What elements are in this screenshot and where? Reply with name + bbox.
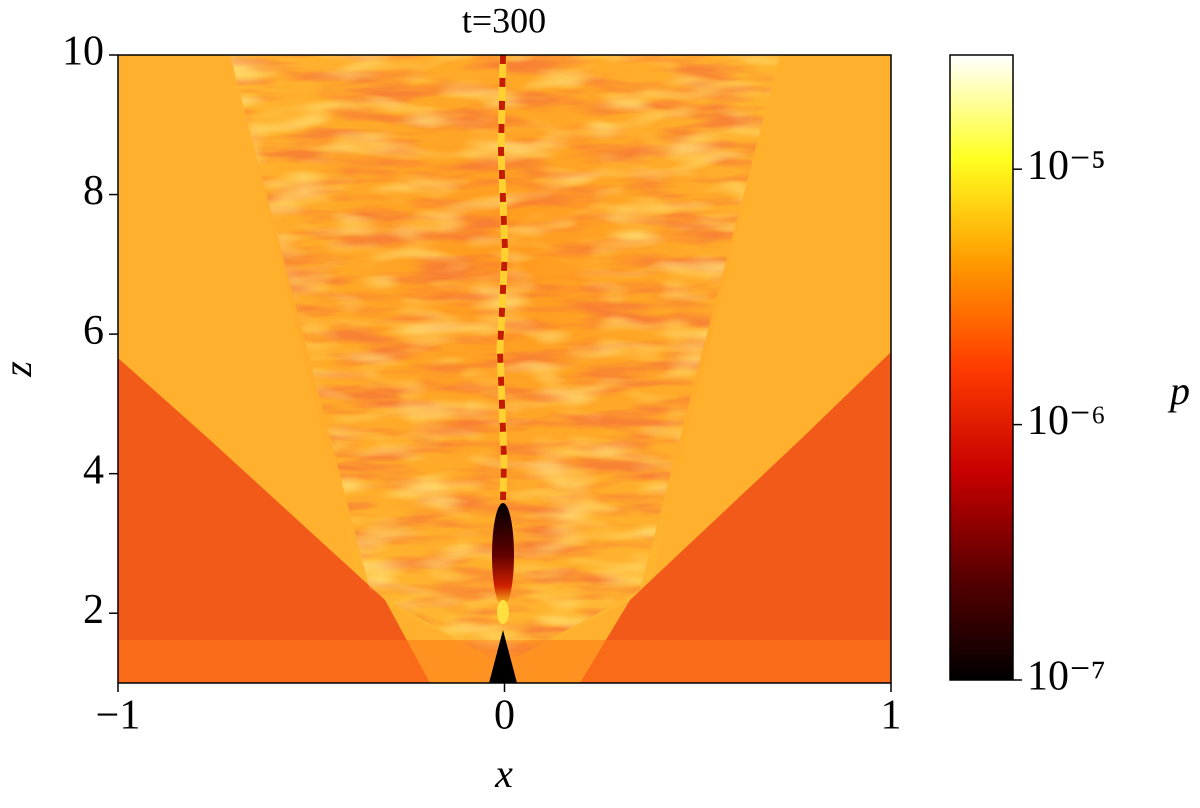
- x-tick-label: 1: [881, 693, 902, 739]
- x-tick-label: 0: [494, 693, 515, 739]
- jet-shock: [497, 600, 509, 624]
- colorbar-label: p: [1167, 368, 1190, 413]
- field: [118, 55, 891, 683]
- jet-cavity: [492, 503, 514, 607]
- jet-core: [496, 55, 509, 501]
- colorbar-tick-label: 10⁻⁵: [1027, 143, 1106, 189]
- y-tick-label: 4: [83, 447, 104, 493]
- chart-title: t=300: [462, 0, 546, 40]
- x-tick-label: −1: [96, 693, 141, 739]
- y-tick-label: 10: [62, 29, 104, 75]
- y-tick-label: 6: [83, 308, 104, 354]
- jet-nozzle: [489, 630, 517, 683]
- field-left-wedge: [118, 358, 430, 683]
- colorbar: [949, 54, 1014, 681]
- x-axis-label: x: [494, 751, 513, 796]
- colorbar-tick-label: 10⁻⁷: [1027, 654, 1106, 700]
- y-tick-label: 2: [83, 587, 104, 633]
- y-axis-label: z: [0, 361, 40, 378]
- colorbar-tick-label: 10⁻⁶: [1027, 398, 1106, 444]
- y-tick-label: 8: [83, 168, 104, 214]
- field-right-wedge: [580, 352, 891, 683]
